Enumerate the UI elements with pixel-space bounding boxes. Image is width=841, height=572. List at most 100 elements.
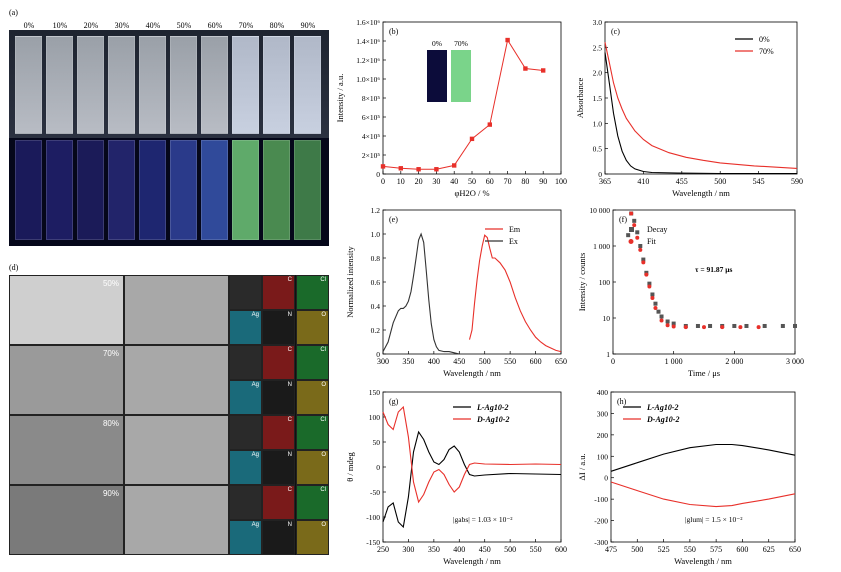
y-tick-label: 2.5 [593,43,603,52]
vial-daylight [139,36,166,134]
vial-uv [15,140,42,240]
elemental-map: Ag [229,450,262,485]
x-tick-label: 455 [676,177,688,186]
y-tick-label: -150 [366,538,380,547]
data-marker [398,166,403,171]
legend-label: 70% [759,47,774,56]
data-marker [505,37,510,43]
chart-f-decay: (f) 0 1 000 2 000 3 000 1 10 100 1 000 10 000 Time… [577,206,804,378]
y-tick-label: 0.4 [371,302,381,311]
vial-uv [46,140,73,240]
decay-point [793,323,797,328]
x-tick-label: 30 [432,177,440,186]
plot-frame [612,209,796,355]
inset-vial-70 [451,50,471,102]
fit-point [641,260,646,265]
elemental-map [229,485,262,520]
y-tick-label: 0 [376,350,380,359]
fit-point [720,325,725,330]
x-tick-label: 545 [753,177,765,186]
vial-daylight [170,36,197,134]
tem-image-low-mag: 90% [9,485,124,555]
fit-point [629,211,634,216]
x-tick-label: 2 000 [725,357,743,366]
vial-label: 70% [238,21,254,30]
x-axis-label: Wavelength / nm [672,188,730,198]
x-tick-label: 0 [611,357,615,366]
decay-point [656,309,661,314]
elemental-map-label: N [287,522,292,528]
legend-label: D-Ag10-2 [476,415,509,424]
fit-point [635,235,640,240]
y-tick-label: 1.2 [371,206,381,215]
x-tick-label: 500 [504,545,516,554]
decay-point [695,323,700,328]
data-marker [541,68,546,73]
elemental-map: Ag [229,310,262,345]
elemental-map-label: N [287,312,292,318]
x-tick-label: 450 [479,545,491,554]
elemental-map [229,275,262,310]
elemental-map: Cl [296,415,329,450]
x-tick-label: 10 [397,177,405,186]
x-tick-label: 550 [504,357,516,366]
x-tick-label: 475 [605,545,617,554]
decay-point [632,218,637,223]
decay-point [641,257,646,262]
y-tick-label: -50 [370,488,380,497]
legend-label: Fit [647,237,657,246]
vial-uv [263,140,290,240]
elemental-map: N [262,380,295,415]
x-tick-label: 600 [530,357,542,366]
y-tick-label: 8×10⁵ [362,94,380,103]
tem-image-high-mag [124,345,229,415]
vial-label: 0% [23,21,35,30]
chart-c-absorbance: (c) 365 410 455 500 545 590 0 0.5 1.0 1.5 2.0 2.5 3.0… [575,18,803,198]
panel-tag: (c) [611,27,620,36]
chart-g-cd-spectra: (g) 250 300 350 400 450 500 550 600 -150 -100 -50 0 5… [345,388,567,566]
vial-uv [139,140,166,240]
elemental-map: O [296,310,329,345]
panel-a-tag: (a) [9,8,18,17]
y-tick-label: 0.8 [371,254,381,263]
chart-h-cpl-spectra: (h) 475 500 525 550 575 600 625 650 -300 -200 -100 0… [577,388,801,566]
vial-uv [77,140,104,240]
x-tick-label: 0 [381,177,385,186]
fit-point [671,324,676,329]
x-axis-label: Wavelength / nm [443,556,501,566]
legend-label: Decay [647,225,667,234]
series-line [604,52,797,175]
series-line [382,232,460,355]
x-tick-label: 250 [377,545,389,554]
tem-row-label: 90% [102,489,119,498]
series-line [610,443,796,472]
x-tick-label: 500 [714,177,726,186]
y-axis-label: Absorbance [575,77,585,118]
y-tick-label: 1.0×10⁶ [356,75,380,84]
vial-uv [201,140,228,240]
inset-label: 70% [454,39,468,48]
chart-annotation: |gabs| = 1.03 × 10⁻² [453,515,513,524]
elemental-map-label: C [287,417,292,423]
elemental-map: N [262,450,295,485]
plot-frame [382,21,562,175]
elemental-map-label: O [321,452,326,458]
x-axis-label: φH2O / % [454,188,489,198]
legend-marker [628,239,634,244]
elemental-map-label: Ag [251,522,259,528]
chart-b-intensity-vs-water: (b) 0 10 20 30 40 50 60 70 80 90 100 0 2×10⁵ 4×10⁵ 6×10… [335,18,567,198]
y-tick-label: 0.5 [593,145,603,154]
x-tick-label: 20 [415,177,423,186]
elemental-map [229,345,262,380]
x-tick-label: 350 [402,357,414,366]
fit-point [738,325,743,330]
y-tick-label: 1 [606,350,610,359]
elemental-map: N [262,310,295,345]
tem-row-label: 50% [102,279,119,288]
x-tick-label: 40 [450,177,458,186]
x-tick-label: 550 [684,545,696,554]
elemental-map-label: Cl [320,487,326,493]
vial-label: 90% [300,21,316,30]
y-tick-label: -100 [594,495,608,504]
elemental-map: N [262,520,295,555]
